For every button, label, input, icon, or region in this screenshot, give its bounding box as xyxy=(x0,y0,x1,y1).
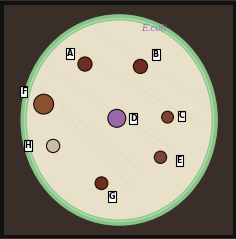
Circle shape xyxy=(46,139,60,152)
Circle shape xyxy=(133,59,148,73)
Text: B: B xyxy=(153,50,159,59)
Circle shape xyxy=(95,177,108,190)
Ellipse shape xyxy=(24,17,215,223)
Text: F: F xyxy=(21,87,26,96)
Text: H: H xyxy=(25,141,31,150)
Circle shape xyxy=(154,151,167,163)
Text: E.coli: E.coli xyxy=(142,24,167,33)
Text: G: G xyxy=(109,192,115,201)
Text: C: C xyxy=(179,111,185,120)
Circle shape xyxy=(162,111,173,123)
Text: A: A xyxy=(67,49,73,58)
Circle shape xyxy=(108,109,126,127)
Circle shape xyxy=(78,57,92,71)
Circle shape xyxy=(34,94,54,114)
Text: E: E xyxy=(177,156,182,165)
Text: D: D xyxy=(130,114,137,123)
